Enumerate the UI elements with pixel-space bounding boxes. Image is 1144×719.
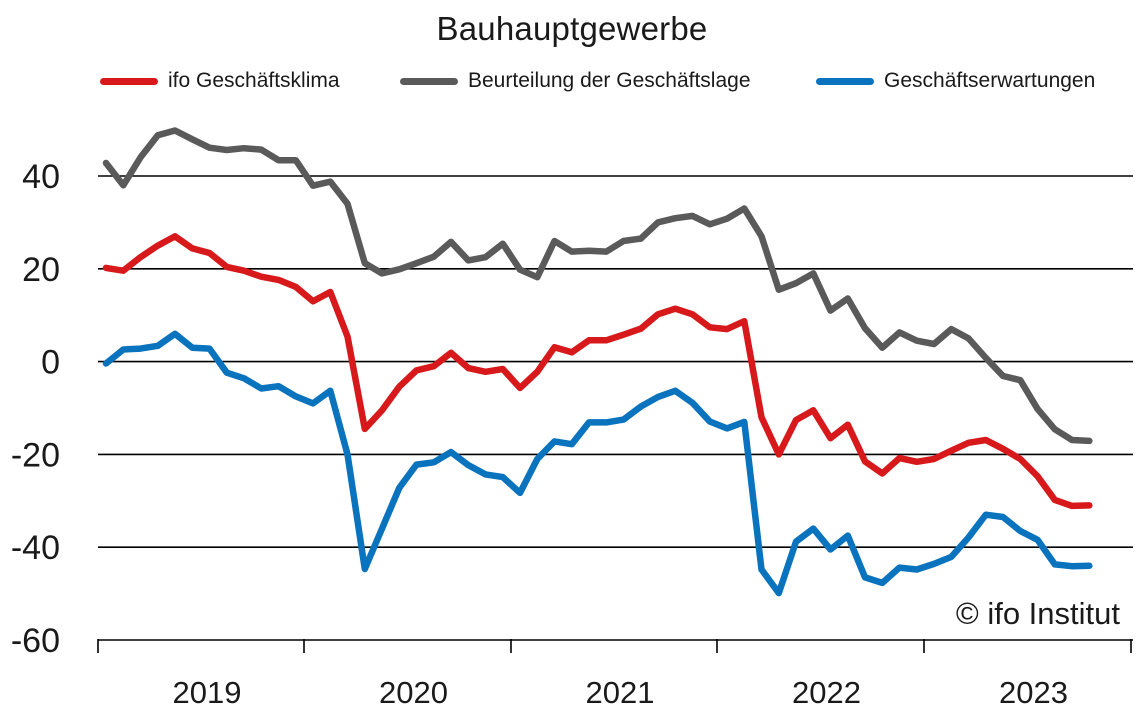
legend-swatch-klima [100,77,158,85]
legend: ifo Geschäftsklima Beurteilung der Gesch… [0,66,1144,98]
legend-swatch-lage [400,77,458,85]
x-axis [97,639,1133,653]
legend-swatch-erwartungen [816,77,874,85]
legend-label-klima: ifo Geschäftsklima [168,69,340,92]
y-axis-labels: 40 20 0 -20 -40 -60 [11,158,60,660]
gridlines [98,175,1133,549]
x-tick-label: 2023 [999,675,1068,710]
series-line-1 [102,127,1093,445]
y-tick-label: 40 [22,158,60,196]
series-line-0 [102,233,1093,510]
y-tick-label: -40 [11,529,60,567]
series-lines [102,127,1093,597]
y-tick-label: -20 [11,436,60,474]
y-tick-label: 0 [41,344,60,382]
y-tick-label: 20 [22,251,60,289]
legend-label-lage: Beurteilung der Geschäftslage [468,69,751,92]
x-tick-label: 2020 [379,675,448,710]
chart-title: Bauhauptgewerbe [436,10,708,47]
legend-item-klima: ifo Geschäftsklima [100,66,340,96]
legend-item-lage: Beurteilung der Geschäftslage [400,66,751,96]
copyright-credit: © ifo Institut [955,596,1120,631]
x-axis-labels: 2019 2020 2021 2022 2023 [173,675,1068,710]
legend-item-erwartungen: Geschäftserwartungen [816,66,1095,96]
legend-label-erwartungen: Geschäftserwartungen [884,69,1096,92]
series-line-2 [102,330,1093,597]
x-tick-label: 2022 [792,675,861,710]
y-tick-label: -60 [11,622,60,660]
x-tick-label: 2021 [586,675,655,710]
x-tick-label: 2019 [173,675,242,710]
